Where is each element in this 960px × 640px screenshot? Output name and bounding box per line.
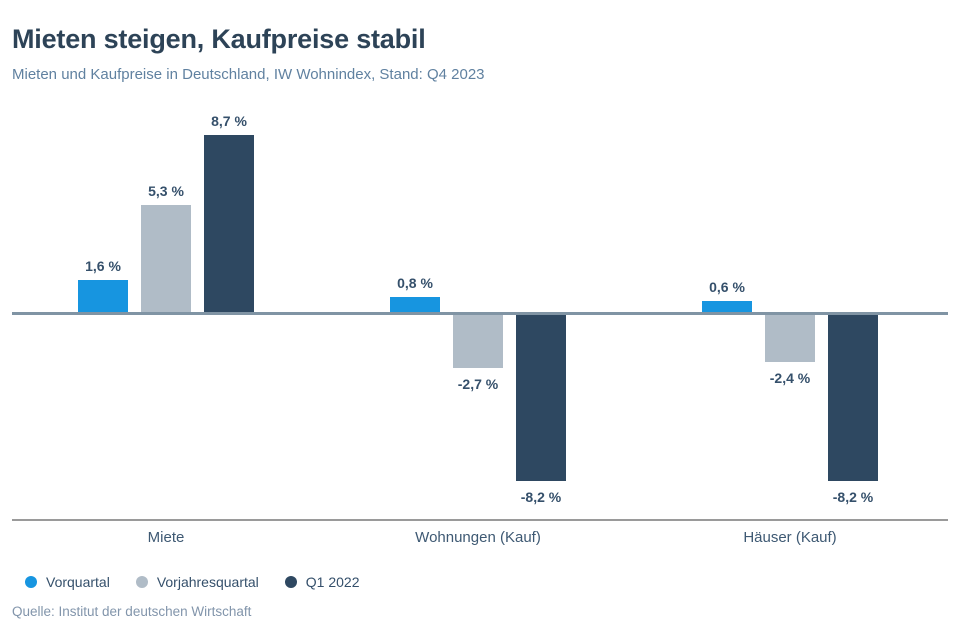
bar-vorjahresquartal (765, 313, 815, 363)
bar-value-label: 8,7 % (211, 112, 247, 129)
page-subtitle: Mieten und Kaufpreise in Deutschland, IW… (12, 66, 485, 83)
bar-vorjahresquartal (453, 313, 503, 369)
bar-vorquartal (702, 300, 752, 313)
category-label: Wohnungen (Kauf) (415, 529, 541, 546)
bar-q1-2022 (516, 313, 566, 481)
bar-value-label: 5,3 % (148, 182, 184, 199)
category-label: Miete (147, 529, 185, 546)
legend-swatch-icon (135, 576, 148, 588)
page-title: Mieten steigen, Kaufpreise stabil (12, 24, 426, 54)
legend-swatch-icon (284, 576, 297, 588)
bar-value-label: 0,6 % (709, 278, 745, 295)
bar-value-label: -2,4 % (769, 370, 811, 387)
bar-value-label: -2,7 % (457, 376, 499, 393)
bar-value-label: 0,8 % (397, 274, 433, 291)
x-axis-separator-line (12, 519, 948, 521)
legend-label: Q1 2022 (305, 574, 360, 590)
category-label: Häuser (Kauf) (743, 529, 837, 546)
legend-item: Vorjahresquartal (135, 574, 259, 590)
chart-legend: Vorquartal Vorjahresquartal Q1 2022 (25, 574, 360, 590)
bar-value-label: 1,6 % (85, 258, 121, 275)
bar-vorjahresquartal (141, 204, 191, 313)
legend-label: Vorjahresquartal (156, 574, 259, 590)
bar-q1-2022 (828, 313, 878, 481)
legend-label: Vorquartal (46, 574, 110, 590)
source-note: Quelle: Institut der deutschen Wirtschaf… (12, 604, 252, 619)
bar-q1-2022 (204, 134, 254, 313)
bar-vorquartal (78, 280, 128, 313)
zero-baseline (12, 312, 948, 315)
bar-value-label: -8,2 % (520, 488, 562, 505)
bar-vorquartal (390, 296, 440, 313)
legend-item: Q1 2022 (284, 574, 360, 590)
bar-value-label: -8,2 % (832, 488, 874, 505)
legend-swatch-icon (25, 576, 37, 588)
legend-item: Vorquartal (25, 574, 110, 590)
